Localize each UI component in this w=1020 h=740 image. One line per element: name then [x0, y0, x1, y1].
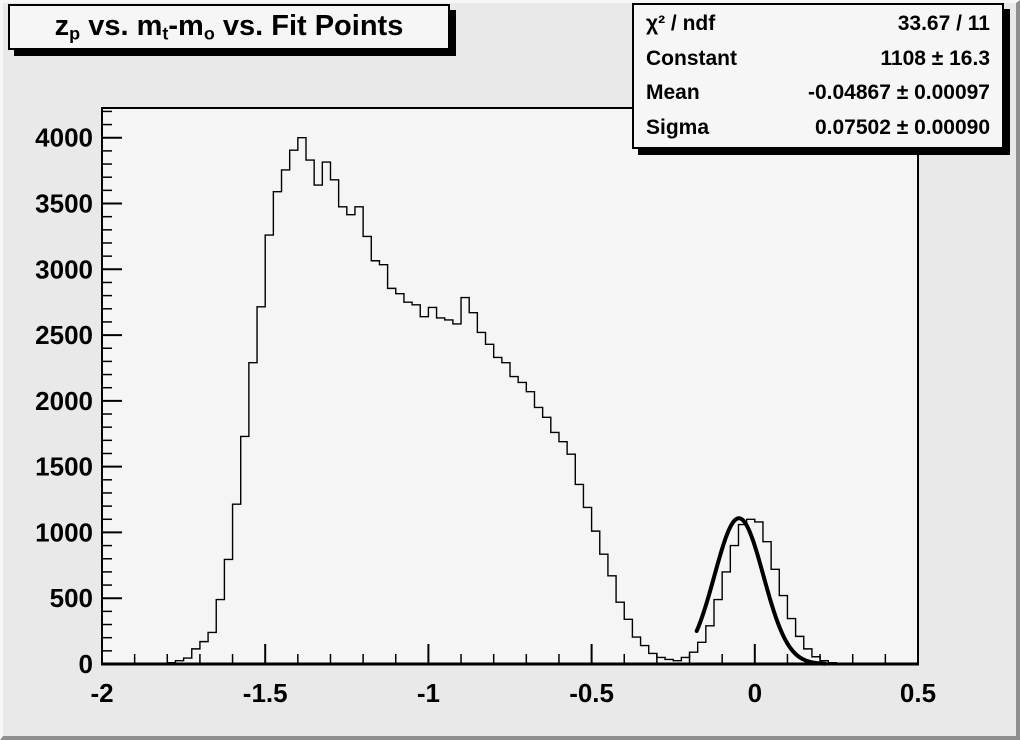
- stat-value-sigma: 0.07502 ± 0.00090: [814, 115, 990, 139]
- stat-value-constant: 1108 ± 16.3: [880, 46, 990, 70]
- gaussian-fit-curve: [694, 516, 827, 666]
- plot-title: zp vs. mt-mo vs. Fit Points: [54, 9, 404, 44]
- x-tick-label: -0.5: [569, 678, 614, 708]
- stat-row-constant: Constant 1108 ± 16.3: [634, 47, 1002, 71]
- y-tick-label: 1000: [35, 517, 93, 547]
- x-tick-label: 0: [748, 678, 762, 708]
- y-tick-label: 3500: [35, 189, 93, 219]
- y-tick-label: 2000: [35, 386, 93, 416]
- x-tick-label: -2: [90, 678, 113, 708]
- title-box: zp vs. mt-mo vs. Fit Points: [8, 4, 450, 50]
- y-tick-label: 3000: [35, 254, 93, 284]
- stat-row-chi2: χ² / ndf 33.67 / 11: [634, 12, 1002, 36]
- histogram-step-line: [102, 137, 918, 665]
- stat-row-mean: Mean -0.04867 ± 0.00097: [634, 81, 1002, 105]
- stat-value-chi2: 33.67 / 11: [897, 12, 990, 36]
- stat-label-constant: Constant: [646, 46, 737, 70]
- y-tick-label: 1500: [35, 452, 93, 482]
- y-tick-label: 4000: [35, 123, 93, 153]
- plot-frame: [102, 108, 918, 664]
- stats-box: χ² / ndf 33.67 / 11 Constant 1108 ± 16.3…: [632, 3, 1004, 149]
- stat-value-mean: -0.04867 ± 0.00097: [807, 81, 990, 105]
- y-tick-label: 0: [79, 649, 93, 679]
- stat-label-mean: Mean: [646, 81, 700, 105]
- y-tick-label: 2500: [35, 320, 93, 350]
- y-tick-label: 500: [50, 583, 93, 613]
- stat-row-sigma: Sigma 0.07502 ± 0.00090: [634, 116, 1002, 140]
- stat-label-sigma: Sigma: [646, 115, 710, 139]
- x-tick-label: -1.5: [243, 678, 288, 708]
- stat-label-chi2: χ² / ndf: [646, 12, 716, 36]
- x-tick-label: 0.5: [900, 678, 936, 708]
- x-tick-label: -1: [417, 678, 440, 708]
